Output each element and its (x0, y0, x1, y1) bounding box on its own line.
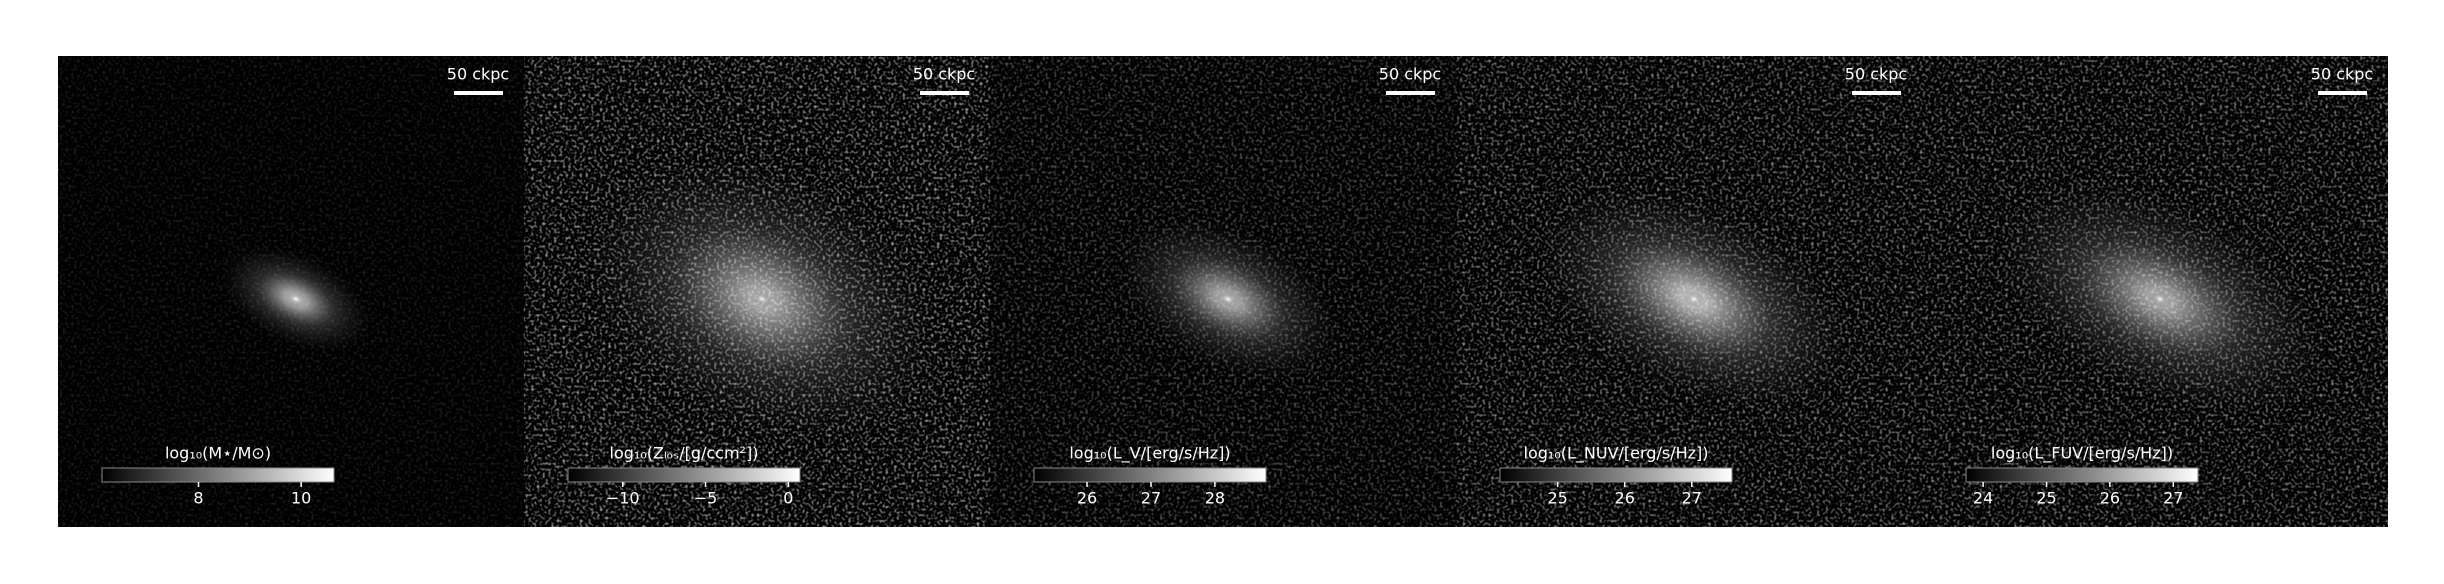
panel (58, 56, 524, 527)
colorbar-label: log₁₀(L_NUV/[erg/s/Hz]) (1524, 444, 1709, 464)
colorbar (567, 467, 801, 483)
colorbar-tick-label: 25 (1547, 489, 1567, 508)
colorbar-tick-label: 26 (1615, 489, 1635, 508)
colorbar (1033, 467, 1267, 483)
colorbar-tick-label: 28 (1205, 489, 1225, 508)
galaxy-core (2148, 290, 2172, 308)
panel (1456, 56, 1922, 527)
scale-label: 50 ckpc (2311, 65, 2373, 84)
colorbar-tick-label: 26 (2100, 489, 2120, 508)
colorbar-tick-label: 0 (783, 489, 793, 508)
colorbar (1965, 467, 2199, 483)
colorbar-label: log₁₀(M⋆/M⊙) (165, 444, 271, 463)
colorbar-tick-label: 27 (1682, 489, 1702, 508)
colorbar-tick-label: 8 (193, 489, 203, 508)
colorbar-tick-label: 27 (1141, 489, 1161, 508)
colorbar (1499, 467, 1733, 483)
panel (990, 56, 1456, 527)
colorbar-label: log₁₀(Zₗₒₛ/[g/ccm²]) (610, 444, 759, 463)
scale-label: 50 ckpc (447, 65, 509, 84)
panel (524, 56, 990, 527)
scale-label: 50 ckpc (1379, 65, 1441, 84)
colorbar-tick-label: −5 (694, 489, 718, 508)
galaxy-core (284, 290, 308, 308)
colorbar-tick-label: 10 (291, 489, 311, 508)
colorbar (101, 467, 335, 483)
galaxy-core (1216, 290, 1240, 308)
colorbar-tick-label: 26 (1077, 489, 1097, 508)
colorbar-tick-label: 25 (2036, 489, 2056, 508)
colorbar-tick-label: 27 (2163, 489, 2183, 508)
colorbar-label: log₁₀(L_V/[erg/s/Hz]) (1069, 444, 1230, 464)
colorbar-tick-label: 24 (1973, 489, 1993, 508)
scale-label: 50 ckpc (1845, 65, 1907, 84)
galaxy-core (1682, 290, 1706, 308)
panel (1922, 56, 2388, 527)
colorbar-tick-label: −10 (606, 489, 640, 508)
colorbar-label: log₁₀(L_FUV/[erg/s/Hz]) (1991, 444, 2173, 464)
galaxy-core (750, 290, 774, 308)
scale-label: 50 ckpc (913, 65, 975, 84)
